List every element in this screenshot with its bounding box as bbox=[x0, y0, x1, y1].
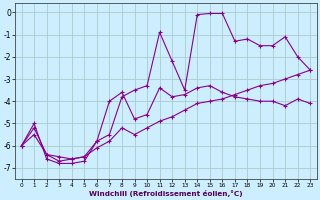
X-axis label: Windchill (Refroidissement éolien,°C): Windchill (Refroidissement éolien,°C) bbox=[89, 190, 243, 197]
